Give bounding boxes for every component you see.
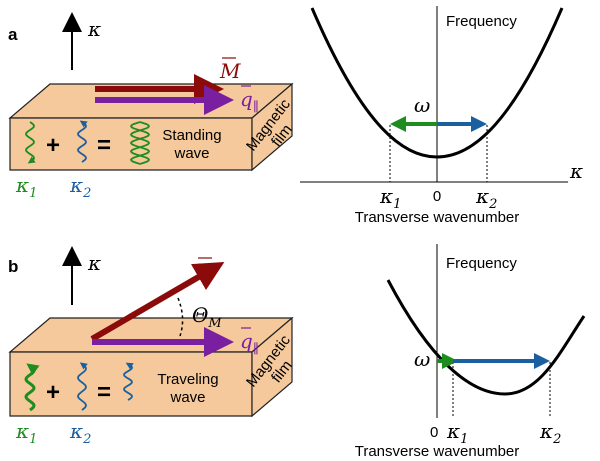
x-axis-label: Transverse wavenumber [355, 443, 520, 460]
tick-label: κ1 [379, 184, 401, 212]
panel-a: a κ M q∥ + = Standing wave Magnetic film… [8, 6, 583, 226]
wave-2-label: κ2 [69, 419, 91, 447]
figure: a κ M q∥ + = Standing wave Magnetic film… [0, 0, 600, 461]
panel-b: b κ M ΘM q∥ + = Traveling wave Magnetic … [8, 244, 584, 460]
subscript: ∥ [253, 342, 259, 357]
magnetization-label: M [219, 59, 241, 83]
x-axis-symbol: κ [569, 159, 583, 183]
wave-text: Standing [162, 127, 221, 144]
tick-label: 0 [430, 424, 438, 441]
tick-label: 0 [433, 188, 441, 205]
magnetization-label: M [195, 259, 217, 283]
symbol: κ [69, 419, 83, 443]
equals: = [97, 379, 111, 406]
panel-label: a [8, 25, 18, 44]
subscript: M [207, 316, 222, 331]
omega-label: ω [414, 347, 430, 371]
symbol: κ [539, 419, 553, 443]
symbol: κ [475, 184, 489, 208]
symbol: q [240, 329, 253, 353]
symbol: κ [446, 419, 460, 443]
tick-label: κ2 [539, 419, 561, 447]
plus: + [46, 379, 60, 406]
wave-text: wave [173, 145, 209, 162]
symbol: κ [69, 173, 83, 197]
angle-label: ΘM [192, 303, 222, 331]
panel-label: b [8, 257, 18, 276]
x-axis-label: Transverse wavenumber [355, 209, 520, 226]
wave-1-label: κ1 [15, 173, 37, 201]
symbol: κ [15, 419, 29, 443]
subscript: 1 [29, 432, 37, 447]
plus: + [46, 132, 60, 159]
symbol: κ [379, 184, 393, 208]
subscript: 2 [82, 186, 91, 201]
symbol: q [240, 87, 253, 111]
equals: = [97, 132, 111, 159]
y-axis-label: Frequency [446, 255, 517, 272]
dispersion-curve [388, 280, 584, 394]
omega-label: ω [414, 93, 430, 117]
symbol: Θ [192, 303, 208, 327]
subscript: 1 [29, 186, 37, 201]
wave-2-label: κ2 [69, 173, 91, 201]
tick-label: κ2 [475, 184, 497, 212]
wave-text: wave [169, 389, 205, 406]
kappa-label: κ [87, 17, 101, 41]
y-axis-label: Frequency [446, 13, 517, 30]
symbol: κ [15, 173, 29, 197]
kappa-label: κ [87, 251, 101, 275]
subscript: 2 [552, 432, 561, 447]
subscript: ∥ [253, 100, 259, 115]
wave-text: Traveling [157, 371, 218, 388]
subscript: 2 [82, 432, 91, 447]
wave-1-label: κ1 [15, 419, 37, 447]
